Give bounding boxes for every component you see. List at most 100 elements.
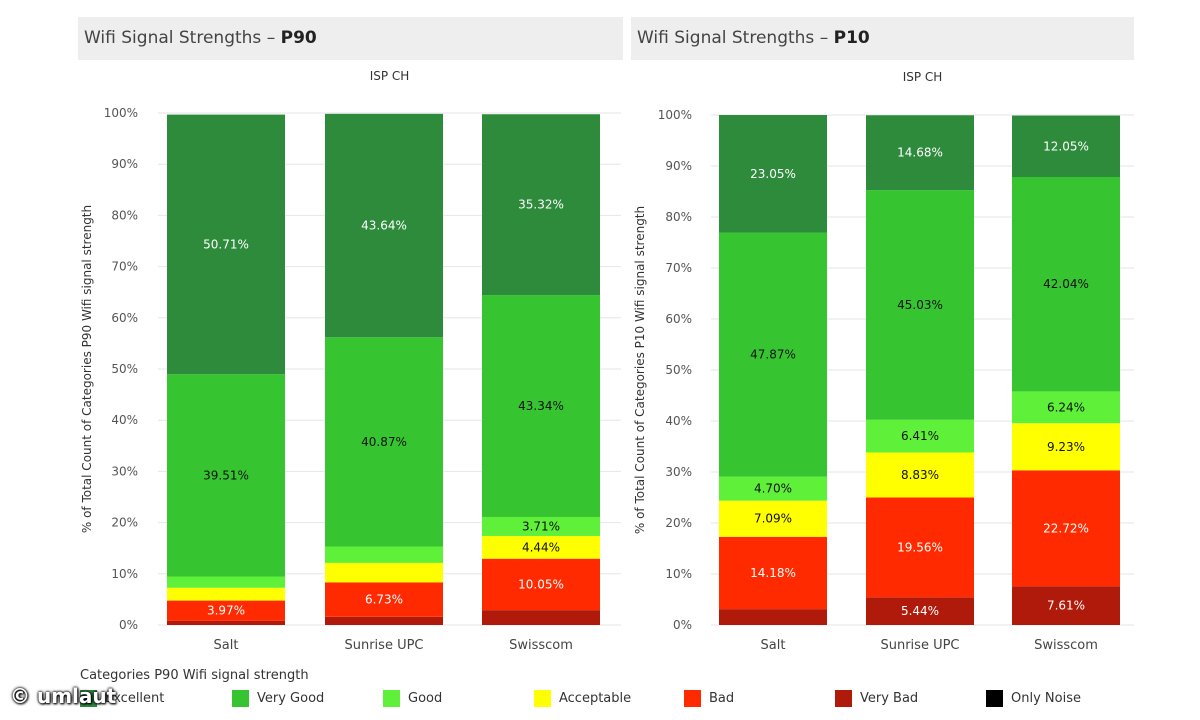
legend-item-very-bad[interactable]: Very Bad <box>835 689 918 707</box>
bar-segment-very-bad-sunrise-upc[interactable] <box>866 597 974 625</box>
legend-swatch <box>986 689 1003 707</box>
bar-segment-excellent-swisscom[interactable] <box>1012 115 1120 178</box>
y-tick-label: 10% <box>665 567 692 581</box>
data-label: 50.71% <box>203 237 249 251</box>
bar-segment-very-bad-salt[interactable] <box>719 609 827 625</box>
legend-item-very-good[interactable]: Very Good <box>232 689 324 707</box>
legend-label: Very Bad <box>860 690 919 706</box>
data-label: 9.23% <box>1047 440 1085 454</box>
bar-segment-excellent-swisscom[interactable] <box>482 114 600 296</box>
bar-segment-very-bad-sunrise-upc[interactable] <box>325 616 443 625</box>
bar-segment-excellent-sunrise-upc[interactable] <box>866 115 974 191</box>
chart-legend: Categories P90 Wifi signal strength Exce… <box>80 668 1160 718</box>
data-label: 4.44% <box>522 540 560 554</box>
bar-segment-acceptable-swisscom[interactable] <box>482 535 600 559</box>
legend-label: Very Good <box>257 690 325 706</box>
data-label: 12.05% <box>1043 139 1089 153</box>
y-tick-label: 30% <box>665 465 692 479</box>
bar-segment-very-good-sunrise-upc[interactable] <box>325 337 443 547</box>
bar-segment-very-good-salt[interactable] <box>719 232 827 477</box>
data-label: 23.05% <box>750 167 796 181</box>
chart-title-bold: P10 <box>833 28 870 48</box>
legend-item-acceptable[interactable]: Acceptable <box>534 689 631 707</box>
y-tick-label: 0% <box>673 618 692 632</box>
bar-segment-bad-swisscom[interactable] <box>1012 470 1120 587</box>
data-label: 10.05% <box>518 577 564 591</box>
watermark: © umlaut <box>10 684 117 708</box>
bar-segment-very-bad-salt[interactable] <box>167 620 285 625</box>
bar-segment-acceptable-swisscom[interactable] <box>1012 423 1120 471</box>
data-label: 47.87% <box>750 348 796 362</box>
bar-segment-good-salt[interactable] <box>719 476 827 501</box>
bar-segment-acceptable-salt[interactable] <box>719 500 827 537</box>
legend-label: Only Noise <box>1011 690 1081 706</box>
data-label: 43.34% <box>518 399 564 413</box>
data-label: 35.32% <box>518 198 564 212</box>
bar-segment-bad-salt[interactable] <box>719 536 827 610</box>
y-axis-title: % of Total Count of Categories P90 Wifi … <box>80 205 94 533</box>
chart-title-p10: Wifi Signal Strengths – P10 <box>631 17 1134 60</box>
x-tick-label: Swisscom <box>1034 638 1098 653</box>
legend-swatch <box>232 689 249 707</box>
y-tick-label: 10% <box>111 567 138 581</box>
legend-label: Good <box>408 690 443 706</box>
bar-segment-good-swisscom[interactable] <box>1012 391 1120 424</box>
bar-segment-very-good-swisscom[interactable] <box>1012 177 1120 392</box>
x-tick-label: Salt <box>214 638 239 653</box>
bar-segment-excellent-salt[interactable] <box>719 115 827 233</box>
y-tick-label: 60% <box>665 312 692 326</box>
bar-segment-acceptable-salt[interactable] <box>167 587 285 601</box>
y-tick-label: 70% <box>111 260 138 274</box>
bar-segment-very-good-swisscom[interactable] <box>482 295 600 517</box>
x-tick-label: Sunrise UPC <box>880 638 959 653</box>
data-label: 40.87% <box>361 435 407 449</box>
y-tick-label: 100% <box>658 108 692 122</box>
data-label: 6.73% <box>365 593 403 607</box>
bar-segment-excellent-sunrise-upc[interactable] <box>325 113 443 338</box>
legend-item-only-noise[interactable]: Only Noise <box>986 689 1081 707</box>
chart-panel-p90: Wifi Signal Strengths – P90 ISP CH % of T… <box>78 17 623 653</box>
bar-segment-good-sunrise-upc[interactable] <box>866 419 974 453</box>
y-tick-label: 20% <box>665 516 692 530</box>
data-label: 8.83% <box>901 468 939 482</box>
legend-item-good[interactable]: Good <box>383 689 442 707</box>
bar-segment-good-swisscom[interactable] <box>482 516 600 536</box>
y-tick-label: 90% <box>665 159 692 173</box>
bar-segment-very-good-sunrise-upc[interactable] <box>866 190 974 420</box>
data-label: 43.64% <box>361 219 407 233</box>
legend-swatch <box>383 689 400 707</box>
y-tick-label: 0% <box>119 618 138 632</box>
bar-segment-acceptable-sunrise-upc[interactable] <box>866 452 974 498</box>
bar-segment-very-good-salt[interactable] <box>167 374 285 577</box>
group-label: ISP CH <box>903 70 943 84</box>
legend-label: Acceptable <box>559 690 632 706</box>
data-label: 6.24% <box>1047 400 1085 414</box>
bar-segment-excellent-salt[interactable] <box>167 114 285 375</box>
data-label: 19.56% <box>897 540 943 554</box>
y-tick-label: 60% <box>111 311 138 325</box>
y-tick-label: 100% <box>104 106 138 120</box>
bar-segment-bad-sunrise-upc[interactable] <box>866 497 974 598</box>
bar-segment-acceptable-sunrise-upc[interactable] <box>325 562 443 583</box>
data-label: 14.18% <box>750 566 796 580</box>
bar-segment-bad-sunrise-upc[interactable] <box>325 582 443 617</box>
y-tick-label: 50% <box>665 363 692 377</box>
bar-segment-good-salt[interactable] <box>167 576 285 588</box>
legend-items: Excellent Very Good Good Acceptable Bad Very … <box>80 689 1160 709</box>
legend-title: Categories P90 Wifi signal strength <box>80 668 309 683</box>
legend-item-excellent[interactable]: Excellent <box>80 689 164 707</box>
bar-segment-bad-swisscom[interactable] <box>482 558 600 611</box>
legend-item-bad[interactable]: Bad <box>684 689 734 707</box>
data-label: 42.04% <box>1043 277 1089 291</box>
chart-title-prefix: Wifi Signal Strengths – <box>637 28 834 48</box>
legend-label: Bad <box>709 690 735 706</box>
bar-segment-good-sunrise-upc[interactable] <box>325 546 443 563</box>
bar-segment-very-bad-swisscom[interactable] <box>1012 586 1120 625</box>
stacked-bar-chart-p10: ISP CH % of Total Count of Categories P10… <box>633 70 1134 653</box>
group-label: ISP CH <box>370 69 410 83</box>
y-tick-label: 40% <box>111 413 138 427</box>
bar-segment-bad-salt[interactable] <box>167 600 285 621</box>
bar-segment-very-bad-swisscom[interactable] <box>482 610 600 625</box>
x-tick-label: Swisscom <box>509 638 573 653</box>
data-label: 4.70% <box>754 482 792 496</box>
